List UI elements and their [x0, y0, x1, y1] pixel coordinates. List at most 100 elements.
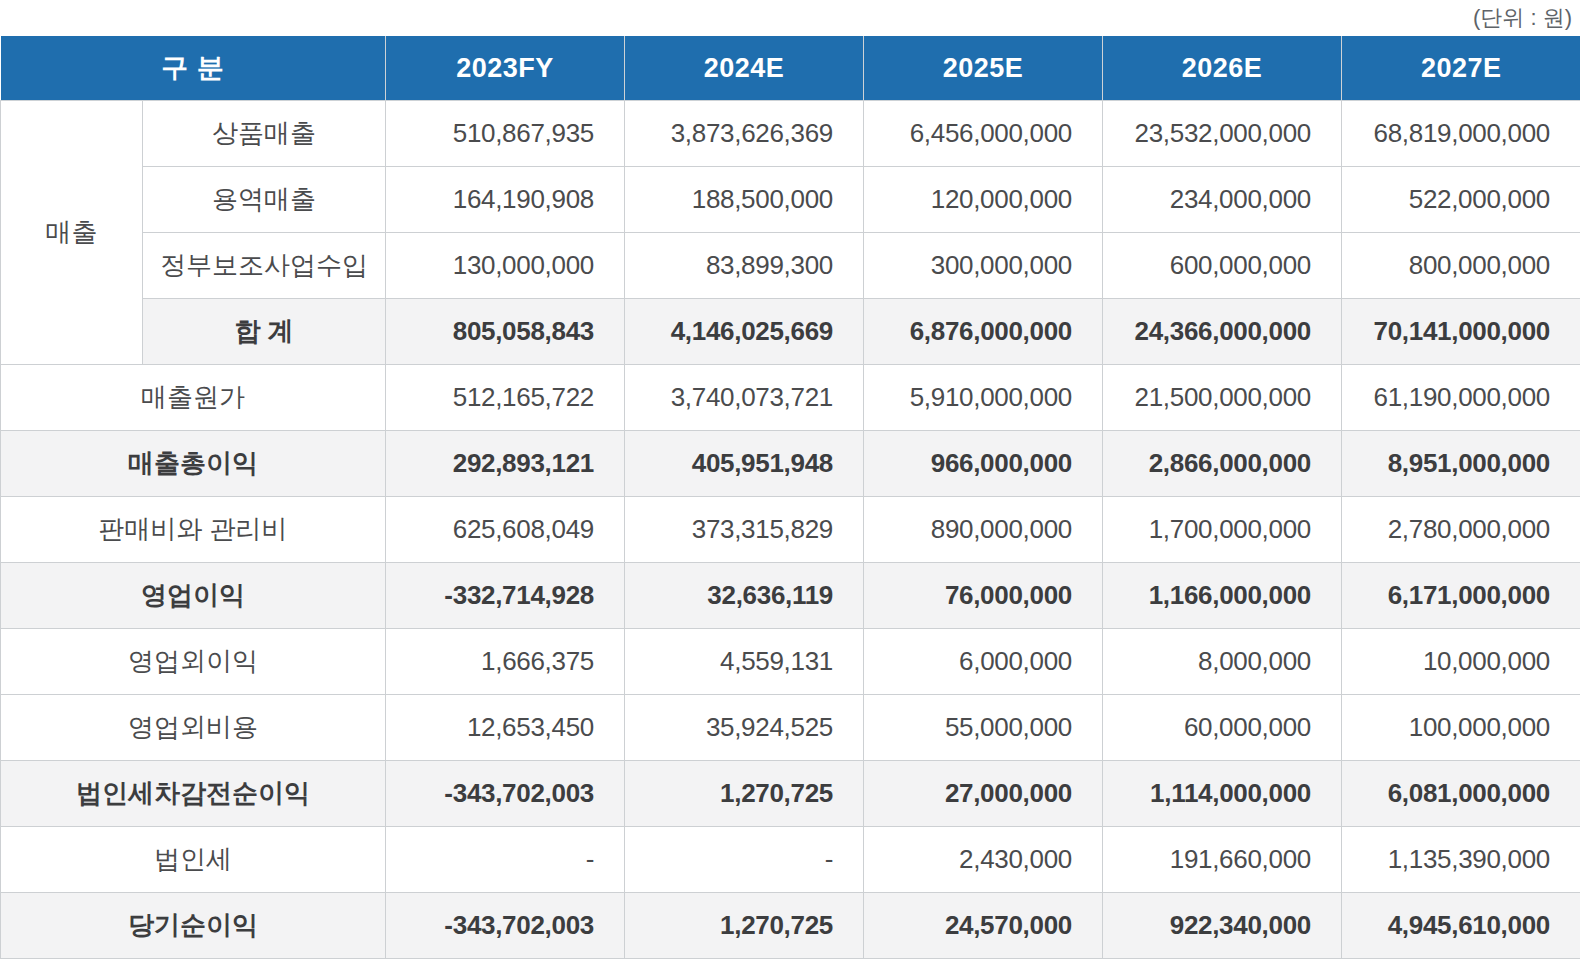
table-row-gov-subsidy: 정부보조사업수입 130,000,000 83,899,300 300,000,…	[1, 233, 1580, 299]
cell-value: 100,000,000	[1342, 695, 1580, 761]
cell-value: -	[386, 827, 625, 893]
cell-value: 83,899,300	[625, 233, 864, 299]
table-row-operating-profit: 영업이익 -332,714,928 32,636,119 76,000,000 …	[1, 563, 1580, 629]
cell-value: 191,660,000	[1103, 827, 1342, 893]
cell-value: 5,910,000,000	[864, 365, 1103, 431]
cell-value: 922,340,000	[1103, 893, 1342, 959]
cell-value: 24,570,000	[864, 893, 1103, 959]
cell-value: 1,270,725	[625, 893, 864, 959]
unit-label: (단위 : 원)	[0, 0, 1580, 36]
cell-value: 2,430,000	[864, 827, 1103, 893]
header-2025e: 2025E	[864, 36, 1103, 101]
table-row-pretax-profit: 법인세차감전순이익 -343,702,003 1,270,725 27,000,…	[1, 761, 1580, 827]
cell-value: -332,714,928	[386, 563, 625, 629]
cell-value: 600,000,000	[1103, 233, 1342, 299]
row-label: 상품매출	[143, 101, 386, 167]
cell-value: 68,819,000,000	[1342, 101, 1580, 167]
cell-value: 32,636,119	[625, 563, 864, 629]
table-row-product-sales: 매출 상품매출 510,867,935 3,873,626,369 6,456,…	[1, 101, 1580, 167]
cell-value: 405,951,948	[625, 431, 864, 497]
cell-value: -343,702,003	[386, 761, 625, 827]
table-row-cogs: 매출원가 512,165,722 3,740,073,721 5,910,000…	[1, 365, 1580, 431]
cell-value: 23,532,000,000	[1103, 101, 1342, 167]
cell-value: 1,114,000,000	[1103, 761, 1342, 827]
cell-value: 6,081,000,000	[1342, 761, 1580, 827]
row-label: 법인세	[1, 827, 386, 893]
row-label: 당기순이익	[1, 893, 386, 959]
row-label: 용역매출	[143, 167, 386, 233]
cell-value: 1,666,375	[386, 629, 625, 695]
cell-value: 1,135,390,000	[1342, 827, 1580, 893]
cell-value: 60,000,000	[1103, 695, 1342, 761]
cell-value: 164,190,908	[386, 167, 625, 233]
cell-value: 4,945,610,000	[1342, 893, 1580, 959]
header-2027e: 2027E	[1342, 36, 1580, 101]
table-row-sga: 판매비와 관리비 625,608,049 373,315,829 890,000…	[1, 497, 1580, 563]
cell-value: 24,366,000,000	[1103, 299, 1342, 365]
cell-value: 2,780,000,000	[1342, 497, 1580, 563]
cell-value: 300,000,000	[864, 233, 1103, 299]
header-category: 구 분	[1, 36, 386, 101]
table-row-non-operating-income: 영업외이익 1,666,375 4,559,131 6,000,000 8,00…	[1, 629, 1580, 695]
cell-value: 12,653,450	[386, 695, 625, 761]
table-row-net-profit: 당기순이익 -343,702,003 1,270,725 24,570,000 …	[1, 893, 1580, 959]
cell-value: 27,000,000	[864, 761, 1103, 827]
cell-value: 805,058,843	[386, 299, 625, 365]
cell-value: 70,141,000,000	[1342, 299, 1580, 365]
cell-value: 292,893,121	[386, 431, 625, 497]
cell-value: 522,000,000	[1342, 167, 1580, 233]
cell-value: 76,000,000	[864, 563, 1103, 629]
cell-value: 1,166,000,000	[1103, 563, 1342, 629]
cell-value: -343,702,003	[386, 893, 625, 959]
header-2026e: 2026E	[1103, 36, 1342, 101]
cell-value: 8,951,000,000	[1342, 431, 1580, 497]
cell-value: 188,500,000	[625, 167, 864, 233]
row-label: 매출원가	[1, 365, 386, 431]
cell-value: 4,146,025,669	[625, 299, 864, 365]
cell-value: 61,190,000,000	[1342, 365, 1580, 431]
cell-value: 3,740,073,721	[625, 365, 864, 431]
table-header-row: 구 분 2023FY 2024E 2025E 2026E 2027E	[1, 36, 1580, 101]
cell-value: 8,000,000	[1103, 629, 1342, 695]
table-row-service-sales: 용역매출 164,190,908 188,500,000 120,000,000…	[1, 167, 1580, 233]
cell-value: 3,873,626,369	[625, 101, 864, 167]
financial-projection-table: 구 분 2023FY 2024E 2025E 2026E 2027E 매출 상품…	[0, 36, 1580, 959]
cell-value: 55,000,000	[864, 695, 1103, 761]
cell-value: 625,608,049	[386, 497, 625, 563]
cell-value: 35,924,525	[625, 695, 864, 761]
row-label: 합 계	[143, 299, 386, 365]
cell-value: 4,559,131	[625, 629, 864, 695]
table-row-gross-profit: 매출총이익 292,893,121 405,951,948 966,000,00…	[1, 431, 1580, 497]
cell-value: 10,000,000	[1342, 629, 1580, 695]
table-row-revenue-total: 합 계 805,058,843 4,146,025,669 6,876,000,…	[1, 299, 1580, 365]
cell-value: -	[625, 827, 864, 893]
row-label: 법인세차감전순이익	[1, 761, 386, 827]
cell-value: 890,000,000	[864, 497, 1103, 563]
header-2024e: 2024E	[625, 36, 864, 101]
cell-value: 512,165,722	[386, 365, 625, 431]
cell-value: 234,000,000	[1103, 167, 1342, 233]
row-label: 판매비와 관리비	[1, 497, 386, 563]
row-label: 영업외비용	[1, 695, 386, 761]
cell-value: 6,171,000,000	[1342, 563, 1580, 629]
row-label: 영업이익	[1, 563, 386, 629]
table-row-corporate-tax: 법인세 - - 2,430,000 191,660,000 1,135,390,…	[1, 827, 1580, 893]
table-row-non-operating-expense: 영업외비용 12,653,450 35,924,525 55,000,000 6…	[1, 695, 1580, 761]
cell-value: 6,000,000	[864, 629, 1103, 695]
header-2023fy: 2023FY	[386, 36, 625, 101]
row-label: 매출총이익	[1, 431, 386, 497]
cell-value: 510,867,935	[386, 101, 625, 167]
cell-value: 800,000,000	[1342, 233, 1580, 299]
row-label: 영업외이익	[1, 629, 386, 695]
cell-value: 6,456,000,000	[864, 101, 1103, 167]
cell-value: 130,000,000	[386, 233, 625, 299]
cell-value: 6,876,000,000	[864, 299, 1103, 365]
revenue-group-label: 매출	[1, 101, 143, 365]
cell-value: 373,315,829	[625, 497, 864, 563]
cell-value: 1,700,000,000	[1103, 497, 1342, 563]
cell-value: 2,866,000,000	[1103, 431, 1342, 497]
cell-value: 120,000,000	[864, 167, 1103, 233]
cell-value: 21,500,000,000	[1103, 365, 1342, 431]
cell-value: 966,000,000	[864, 431, 1103, 497]
cell-value: 1,270,725	[625, 761, 864, 827]
